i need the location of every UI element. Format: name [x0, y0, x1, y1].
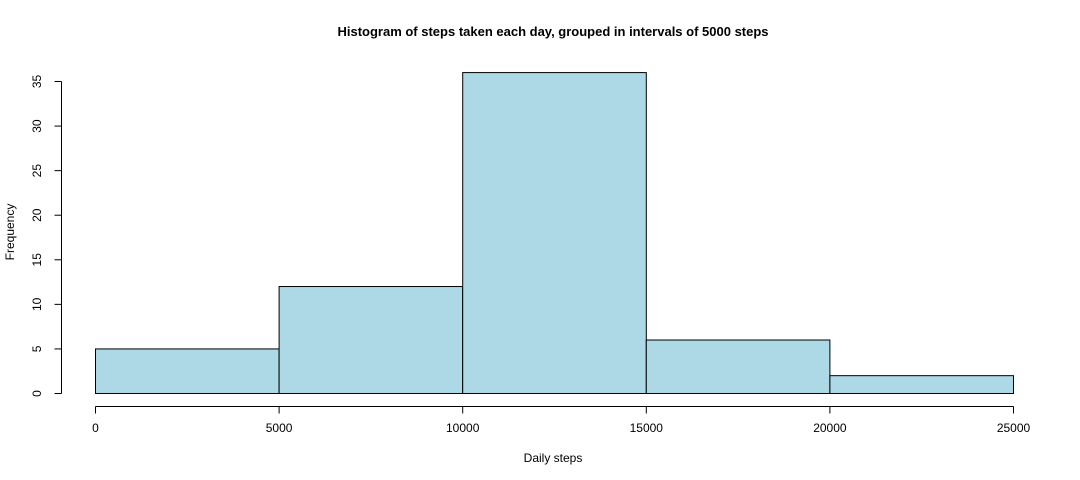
histogram-bar — [829, 375, 1015, 394]
y-tick-label: 15 — [30, 253, 44, 267]
y-tick-label: 5 — [30, 345, 44, 352]
x-axis-label: Daily steps — [524, 451, 583, 465]
histogram-bar — [645, 339, 831, 394]
histogram-bar — [462, 72, 647, 394]
x-tick-label: 0 — [92, 421, 99, 435]
bars-group — [95, 72, 1015, 394]
y-tick-label: 20 — [30, 208, 44, 222]
x-tick-label: 20000 — [813, 421, 847, 435]
y-tick-label: 0 — [30, 390, 44, 397]
histogram-bar — [95, 348, 280, 394]
chart-title: Histogram of steps taken each day, group… — [337, 24, 768, 39]
x-tick-label: 25000 — [997, 421, 1031, 435]
y-tick-label: 35 — [30, 75, 44, 89]
x-tick-label: 15000 — [630, 421, 664, 435]
y-tick-label: 25 — [30, 164, 44, 178]
y-tick-label: 10 — [30, 297, 44, 311]
x-axis: 0 5000 10000 15000 20000 25000 — [92, 406, 1031, 435]
y-tick-label: 30 — [30, 119, 44, 133]
x-tick-label: 5000 — [266, 421, 293, 435]
histogram-bar — [278, 286, 464, 394]
x-tick-label: 10000 — [446, 421, 480, 435]
y-axis: 0 5 10 15 20 25 30 35 — [30, 75, 62, 397]
y-axis-label: Frequency — [3, 204, 17, 261]
